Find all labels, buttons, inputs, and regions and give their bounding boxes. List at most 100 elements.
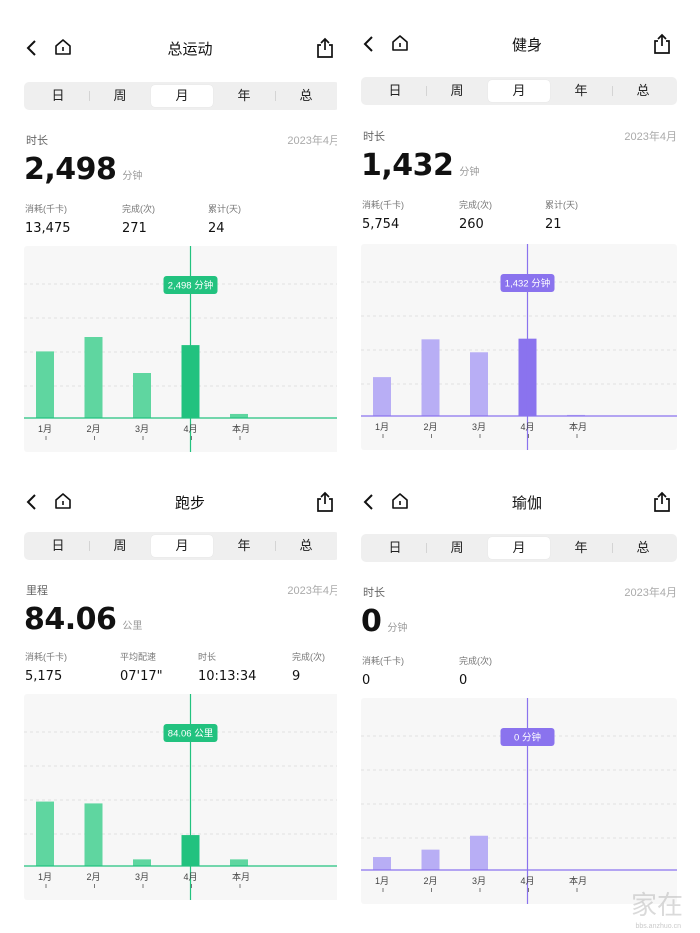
stat-calories: 消耗(千卡) 5,754: [362, 198, 404, 232]
tab-day[interactable]: 日: [51, 88, 65, 103]
stat-label: 完成(次): [459, 656, 492, 666]
tab-day[interactable]: 日: [51, 538, 65, 553]
x-tick-label: 本月: [232, 423, 250, 434]
home-icon[interactable]: [389, 490, 411, 512]
stat-label: 完成(次): [459, 200, 492, 210]
stat-label: 完成(次): [292, 652, 325, 662]
x-tick-label: 3月: [135, 424, 149, 434]
x-tick-label: 4月: [184, 872, 198, 882]
stat-completed: 完成(次) 0: [459, 654, 492, 688]
metric-label: 时长: [26, 135, 48, 147]
tab-total[interactable]: 总: [612, 537, 674, 559]
share-icon[interactable]: [651, 490, 673, 514]
x-tick-label: 本月: [569, 421, 587, 432]
bar: [230, 859, 248, 866]
tooltip-text: 84.06 公里: [168, 729, 213, 740]
stat-label: 平均配速: [120, 652, 157, 662]
stat-label: 消耗(千卡): [362, 200, 404, 210]
share-icon[interactable]: [314, 36, 336, 60]
watermark-logo: 家在: [630, 891, 683, 921]
bar: [84, 803, 103, 866]
period-tabs: 日 周 月 年 总: [24, 82, 340, 110]
date-label: 2023年4月: [624, 131, 677, 143]
tooltip-text: 2,498 分钟: [168, 280, 213, 292]
stat-value: 260: [459, 217, 484, 232]
tab-day[interactable]: 日: [388, 83, 402, 98]
stat-label: 消耗(千卡): [25, 204, 67, 214]
x-tick-label: 2月: [424, 422, 438, 432]
stat-completed: 完成(次) 260: [459, 198, 492, 232]
bar: [470, 352, 488, 416]
tab-week[interactable]: 周: [426, 80, 488, 102]
back-arrow-icon[interactable]: [22, 492, 42, 512]
stat-completed: 完成(次) 271: [122, 202, 155, 236]
stat-value: 271: [122, 221, 147, 236]
bar: [421, 849, 440, 870]
metric-value-row: 1,432 分钟: [361, 148, 479, 183]
tab-year[interactable]: 年: [574, 540, 588, 555]
period-tabs: 日 周 月 年 总: [361, 534, 677, 562]
header: 瑜伽: [337, 484, 687, 520]
stat-value: 07'17": [120, 669, 163, 684]
tooltip-text: 1,432 分钟: [505, 278, 550, 290]
bar: [373, 377, 391, 416]
bar-chart: 2,498 分钟 1月 2月 3月 4月 本月: [24, 246, 340, 452]
tab-month[interactable]: 月: [488, 537, 550, 559]
tab-total[interactable]: 总: [275, 535, 337, 557]
share-icon[interactable]: [651, 32, 673, 56]
metric-label: 时长: [363, 587, 385, 599]
tab-year[interactable]: 年: [237, 538, 251, 553]
tab-year[interactable]: 年: [574, 83, 588, 98]
bar-chart: 0 分钟 1月 2月 3月 4月 本月: [361, 698, 677, 904]
stat-value: 0: [362, 673, 371, 688]
tab-day[interactable]: 日: [388, 540, 402, 555]
bar: [133, 859, 151, 866]
tab-total[interactable]: 总: [612, 80, 674, 102]
tab-total[interactable]: 总: [275, 85, 337, 107]
stat-label: 消耗(千卡): [362, 656, 404, 666]
tab-month[interactable]: 月: [488, 80, 550, 102]
back-arrow-icon[interactable]: [22, 38, 42, 58]
x-tick-label: 3月: [472, 422, 486, 432]
stat-value: 10:13:34: [198, 669, 257, 684]
tooltip-bg: [163, 276, 218, 294]
share-icon[interactable]: [314, 490, 336, 514]
tab-month[interactable]: 月: [151, 85, 213, 107]
metric-value: 1,432: [361, 148, 454, 183]
header: 健身: [337, 26, 687, 62]
tab-week[interactable]: 周: [426, 537, 488, 559]
page-title: 瑜伽: [511, 495, 542, 512]
tab-year[interactable]: 年: [237, 88, 251, 103]
x-tick-label: 2月: [87, 424, 101, 434]
metric-value-row: 0 分钟: [361, 604, 407, 639]
home-icon[interactable]: [389, 32, 411, 54]
stat-duration: 时长 10:13:34: [198, 650, 256, 684]
x-tick-label: 1月: [375, 876, 389, 886]
panel-yoga: 瑜伽 日 周 月 年 总 时长 2023年4月 0 分钟 消耗(千卡) 0 完成…: [337, 466, 687, 932]
stat-calories: 消耗(千卡) 5,175: [25, 650, 67, 684]
stat-value: 24: [208, 221, 225, 236]
back-arrow-icon[interactable]: [359, 492, 379, 512]
tooltip-bg: [500, 274, 555, 292]
home-icon[interactable]: [52, 490, 74, 512]
panel-total-exercise: 总运动 日 周 月 年 总 时长 2023年4月 2,498 分钟 消耗(千卡)…: [0, 0, 350, 466]
stat-value: 5,754: [362, 217, 400, 232]
bar: [230, 413, 248, 418]
date-label: 2023年4月: [287, 135, 340, 147]
page-title: 跑步: [174, 495, 205, 512]
header: 跑步: [0, 484, 350, 520]
metric-value: 2,498: [24, 152, 117, 187]
back-arrow-icon[interactable]: [359, 34, 379, 54]
home-icon[interactable]: [52, 36, 74, 58]
x-tick-label: 1月: [375, 422, 389, 432]
metric-label: 里程: [26, 585, 48, 597]
page-title: 总运动: [167, 41, 213, 58]
stat-label: 累计(天): [208, 204, 241, 214]
tab-week[interactable]: 周: [89, 85, 151, 107]
stat-days: 累计(天) 24: [208, 202, 241, 236]
x-tick-label: 2月: [424, 876, 438, 886]
panel-running: 跑步 日 周 月 年 总 里程 2023年4月 84.06 公里 消耗(千卡) …: [0, 466, 350, 932]
tab-month[interactable]: 月: [151, 535, 213, 557]
tab-week[interactable]: 周: [89, 535, 151, 557]
x-tick-label: 本月: [569, 875, 587, 886]
